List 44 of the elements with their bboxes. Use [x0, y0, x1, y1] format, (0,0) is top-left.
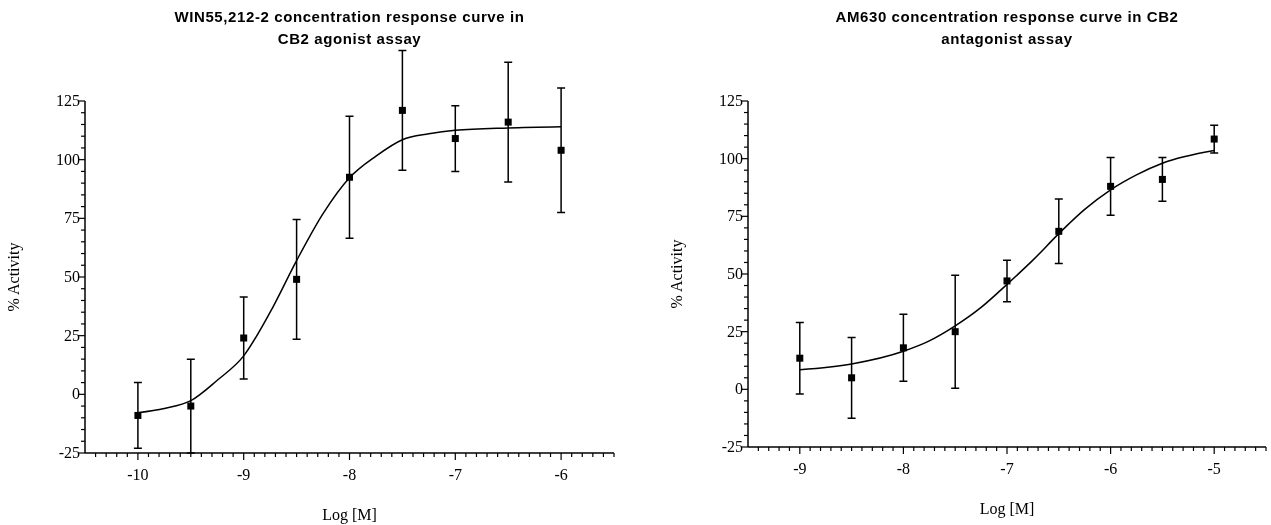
y-tick-label: 50 — [727, 265, 743, 282]
x-tick-label: -7 — [448, 466, 462, 483]
y-axis-title: % Activity — [668, 239, 686, 309]
x-tick-label: -6 — [1103, 460, 1118, 477]
point — [451, 135, 459, 143]
point — [504, 118, 512, 126]
point — [899, 344, 907, 352]
chart-title: WIN55,212-2 concentration response curve in CB2 agonist assay — [174, 8, 525, 47]
y-tick-label: 50 — [64, 268, 80, 285]
y-tick-label: -25 — [721, 438, 743, 455]
y-tick-label: 0 — [735, 380, 743, 398]
point — [796, 354, 804, 362]
y-tick-label: 100 — [56, 150, 80, 168]
point — [187, 402, 195, 410]
x-tick-label: -8 — [896, 460, 911, 477]
x-axis-title: Log [M] — [979, 500, 1035, 518]
point — [134, 411, 142, 419]
y-tick-label: 125 — [719, 92, 743, 109]
y-tick-label: 75 — [64, 209, 80, 227]
y-tick-label: 75 — [727, 207, 743, 225]
x-tick-label: -8 — [342, 466, 357, 483]
y-tick-label: 25 — [64, 326, 80, 344]
point — [848, 374, 856, 382]
x-tick-label: -5 — [1207, 460, 1221, 477]
x-tick-label: -6 — [554, 466, 568, 483]
point — [557, 146, 565, 154]
x-tick-label: -9 — [237, 466, 251, 483]
point — [240, 334, 248, 342]
y-tick-label: 125 — [56, 92, 80, 109]
y-tick-label: 100 — [719, 149, 743, 167]
x-axis-title: Log [M] — [322, 506, 377, 524]
point — [398, 106, 406, 114]
y-tick-label: 0 — [72, 385, 80, 403]
x-tick-label: -7 — [1000, 460, 1014, 477]
point — [1158, 175, 1166, 183]
x-tick-label: -9 — [793, 460, 807, 477]
y-axis-title: % Activity — [5, 242, 23, 312]
point — [1210, 135, 1218, 143]
chart-title: AM630 concentration response curve in CB2 antagonist assay — [835, 8, 1179, 47]
point — [293, 275, 301, 283]
point — [951, 328, 959, 336]
x-tick-label: -10 — [127, 466, 149, 483]
y-tick-label: 25 — [727, 322, 743, 340]
y-tick-label: -25 — [58, 444, 80, 461]
